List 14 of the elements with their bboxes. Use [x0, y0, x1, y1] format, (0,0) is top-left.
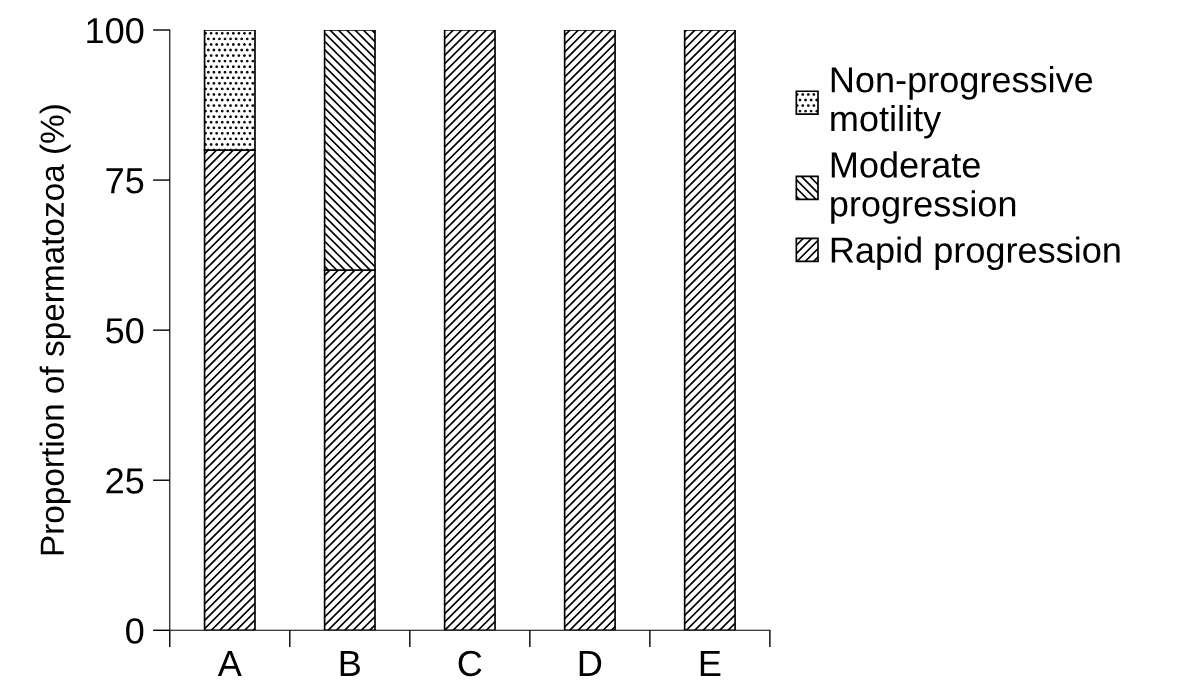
x-tick-label: A [217, 651, 242, 676]
legend-label: Rapid progression [831, 236, 1120, 271]
legend-label: Moderate progression [831, 151, 1016, 224]
x-tick-label: C [458, 650, 482, 677]
y-tick-label: 100 [87, 17, 144, 44]
legend-label: Non-progressive motility [831, 66, 1093, 139]
x-tick-label: D [579, 651, 602, 676]
y-tick-label: 75 [106, 168, 144, 194]
y-tick-label: 25 [106, 468, 144, 494]
y-tick-label: 0 [126, 618, 144, 644]
x-tick-label: E [700, 651, 721, 676]
y-tick-label: 50 [106, 318, 144, 344]
x-tick-label: B [340, 651, 360, 676]
y-axis-title: Proportion of spermatozoa (%) [39, 105, 71, 555]
